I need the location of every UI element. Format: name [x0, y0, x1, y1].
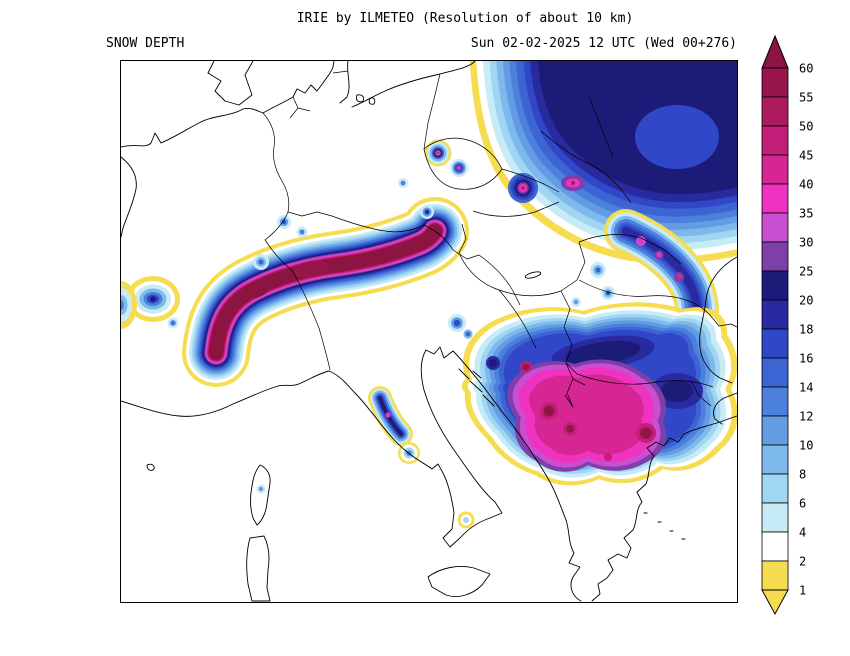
northeast-snow-mass	[469, 61, 737, 264]
danish-islands	[356, 94, 376, 105]
legend-band	[761, 154, 789, 185]
legend-band	[761, 386, 789, 417]
legend-tick-label: 1	[799, 584, 806, 598]
coast-england	[207, 61, 254, 106]
legend-tick-label: 55	[799, 91, 813, 105]
legend-tick-label: 35	[799, 207, 813, 221]
legend-band	[761, 299, 789, 330]
legend-tick-label: 25	[799, 265, 813, 279]
apennines-snow	[256, 398, 420, 494]
legend-band	[761, 328, 789, 359]
legend-tick-label: 40	[799, 178, 813, 192]
island-sicily	[427, 566, 491, 597]
parameter-label: SNOW DEPTH	[106, 36, 185, 51]
coast-northwest-europe	[121, 61, 335, 148]
legend-band	[761, 67, 789, 98]
legend-tick-label: 18	[799, 323, 813, 337]
legend-tick-label: 2	[799, 555, 806, 569]
pannonian-snow-spots	[571, 262, 615, 307]
aegean-islands	[643, 512, 686, 540]
legend-tick-label: 30	[799, 236, 813, 250]
legend-tick-label: 45	[799, 149, 813, 163]
valid-time-label: Sun 02-02-2025 12 UTC (Wed 00+276)	[470, 36, 737, 51]
legend-tick-label: 14	[799, 381, 813, 395]
legend-tick-label: 20	[799, 294, 813, 308]
adriatic-islands	[458, 368, 495, 407]
balkans-snow-mass	[461, 302, 737, 486]
legend-band	[761, 473, 789, 504]
island-sardinia	[246, 535, 271, 602]
legend-band	[761, 96, 789, 127]
snow-depth-map	[121, 61, 737, 602]
legend-arrow-bottom	[761, 589, 789, 616]
slovenia-snow-spots	[448, 314, 473, 339]
snow-shading	[121, 61, 737, 529]
legend-band	[761, 531, 789, 562]
coast-mediterranean-italy-greece	[121, 346, 737, 602]
bohemian-snow-spots	[398, 139, 468, 219]
legend-tick-label: 12	[799, 410, 813, 424]
legend-tick-label: 60	[799, 62, 813, 76]
alps-snow-band	[216, 231, 435, 353]
country-borders	[262, 70, 737, 408]
map-frame	[120, 60, 738, 603]
legend-band	[761, 183, 789, 214]
legend-tick-label: 10	[799, 439, 813, 453]
legend-band	[761, 560, 789, 591]
legend-tick-label: 4	[799, 526, 806, 540]
legend-band	[761, 241, 789, 272]
island-corsica	[250, 464, 271, 526]
legend-band	[761, 270, 789, 301]
coastlines	[121, 61, 737, 602]
legend-band	[761, 212, 789, 243]
coast-denmark	[339, 61, 350, 104]
coast-baltic	[351, 61, 476, 108]
island-balearic	[146, 463, 155, 471]
legend-band	[761, 125, 789, 156]
legend-band	[761, 415, 789, 446]
coast-brittany	[121, 156, 137, 238]
map-title: IRIE by ILMETEO (Resolution of about 10 …	[296, 11, 634, 26]
legend-arrow-top	[761, 34, 789, 69]
massif-central-snow	[121, 215, 308, 329]
legend-tick-label: 16	[799, 352, 813, 366]
carpathian-snow-arc	[626, 231, 697, 311]
legend-band	[761, 444, 789, 475]
legend-tick-label: 50	[799, 120, 813, 134]
legend-band	[761, 357, 789, 388]
coast-black-sea	[699, 256, 737, 425]
legend-tick-label: 6	[799, 497, 806, 511]
greece-snow-spot	[457, 511, 475, 529]
legend-colorbar: 60 55 50 45 40 35 30 25 20 18 16 14 12 10 8 6 4 2 1	[761, 34, 813, 616]
legend-band	[761, 502, 789, 533]
lake-balaton	[524, 271, 542, 279]
legend-tick-label: 8	[799, 468, 806, 482]
